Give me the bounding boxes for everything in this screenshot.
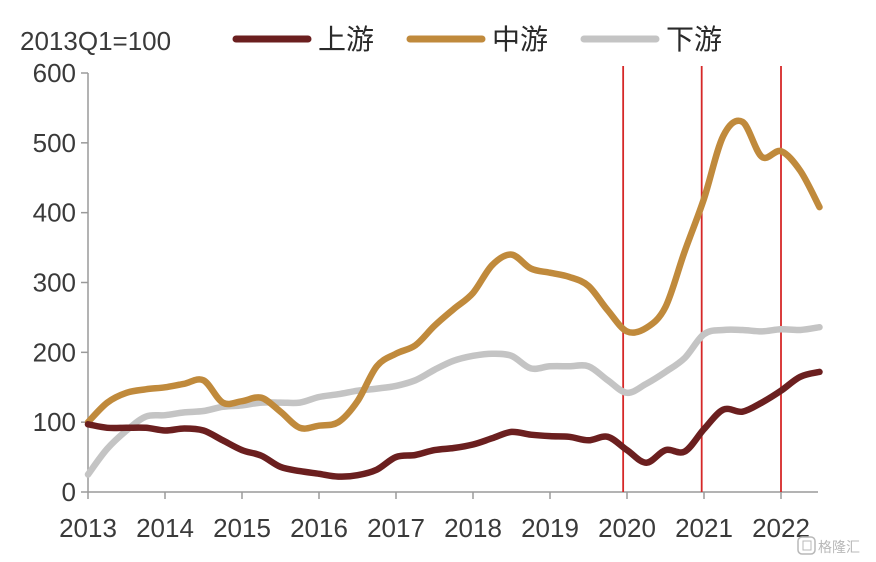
y-tick-label: 300 xyxy=(33,268,76,298)
x-axis: 2013 2014 2015 2016 2017 2018 2019 2020 2021 2022 xyxy=(59,491,818,543)
x-tick-label: 2022 xyxy=(752,513,810,543)
legend: 上游 中游 下游 xyxy=(232,23,722,56)
y-axis: 0 100 200 300 400 500 600 xyxy=(33,58,89,507)
y-tick-label: 600 xyxy=(33,58,76,88)
x-tick-label: 2018 xyxy=(444,513,502,543)
x-tick-label: 2013 xyxy=(59,513,117,543)
legend-label-2: 中游 xyxy=(492,23,548,56)
legend-label-3: 下游 xyxy=(666,23,722,56)
y-tick-label: 200 xyxy=(33,337,76,367)
watermark: 格隆汇 xyxy=(797,536,860,556)
watermark-text: 格隆汇 xyxy=(818,540,860,556)
series-line-2 xyxy=(84,117,823,432)
x-tick-label: 2021 xyxy=(675,513,733,543)
y-tick-label: 500 xyxy=(33,128,76,158)
x-tick-label: 2016 xyxy=(290,513,348,543)
series-group xyxy=(84,117,823,480)
x-tick-label: 2020 xyxy=(598,513,656,543)
x-tick-label: 2014 xyxy=(136,513,194,543)
y-tick-label: 100 xyxy=(33,407,76,437)
reference-lines xyxy=(622,66,782,492)
x-tick-label: 2019 xyxy=(521,513,579,543)
x-tick-label: 2015 xyxy=(213,513,271,543)
y-tick-label: 400 xyxy=(33,198,76,228)
x-tick-label: 2017 xyxy=(367,513,425,543)
series-line-1 xyxy=(84,368,823,480)
series-line-3 xyxy=(84,323,823,478)
unit-label: 2013Q1=100 xyxy=(20,26,171,56)
legend-label-1: 上游 xyxy=(318,23,374,56)
y-tick-label: 0 xyxy=(62,477,76,507)
